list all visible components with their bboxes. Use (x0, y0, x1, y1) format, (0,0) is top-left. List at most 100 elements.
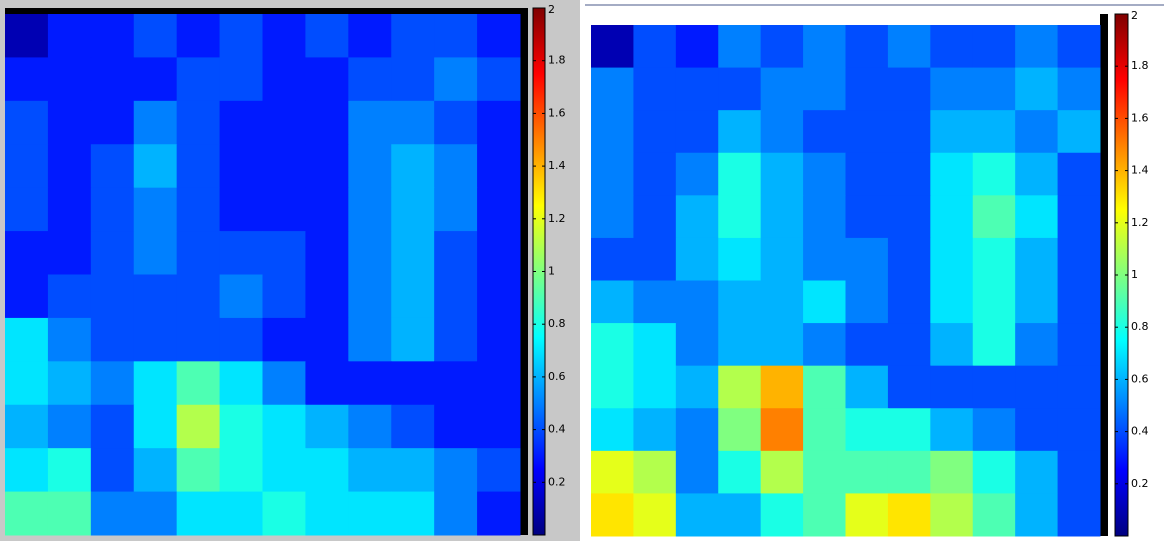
heat-cell (591, 280, 634, 324)
heat-cell (348, 361, 392, 406)
heat-cell (633, 152, 677, 196)
heat-cell (47, 361, 92, 406)
heat-cell (1015, 408, 1059, 452)
heat-cell (930, 25, 974, 69)
heat-cell (591, 110, 634, 154)
heat-cell (219, 448, 263, 493)
heat-cell (348, 404, 392, 449)
heat-cell (760, 408, 804, 452)
heat-cell (803, 408, 846, 452)
heat-cell (90, 491, 135, 536)
heat-cell (176, 448, 221, 493)
heat-cell (5, 317, 49, 362)
heat-cell (591, 67, 634, 111)
heat-cell (176, 144, 221, 189)
heat-cell (47, 14, 92, 58)
heat-cell (633, 450, 677, 494)
heat-cell (633, 67, 677, 111)
heat-cell (803, 365, 846, 409)
heat-cell (434, 317, 478, 362)
heat-cell (718, 237, 762, 281)
heat-cell (930, 110, 974, 154)
heat-cell (803, 110, 846, 154)
heat-cell (219, 404, 263, 449)
heat-cell (887, 195, 931, 239)
heat-cell (262, 100, 306, 145)
heat-cell (262, 491, 306, 536)
heat-cell (348, 14, 392, 58)
heat-cell (90, 144, 135, 189)
heat-cell (90, 317, 135, 362)
heat-cell (972, 365, 1016, 409)
heat-cell (675, 67, 719, 111)
heat-cell (47, 491, 92, 536)
heat-cell (219, 274, 263, 319)
heat-cell (391, 144, 435, 189)
heat-cell (675, 110, 719, 154)
heat-cell (477, 100, 521, 145)
heat-cell (391, 187, 435, 232)
heat-cell (591, 237, 634, 281)
heat-cell (262, 448, 306, 493)
colorbar-tick-label: 1.6 (1131, 111, 1149, 124)
heat-cell (90, 57, 135, 102)
heat-cell (718, 323, 762, 367)
heat-cell (591, 323, 634, 367)
heat-cell (434, 404, 478, 449)
black-band (520, 8, 528, 535)
heat-cell (972, 25, 1016, 69)
heat-cell (477, 317, 521, 362)
heat-cell (1015, 195, 1059, 239)
heat-cell (90, 100, 135, 145)
heat-cell (477, 187, 521, 232)
heat-cell (305, 361, 349, 406)
heat-cell (305, 317, 349, 362)
heat-cell (176, 274, 221, 319)
heat-cell (434, 100, 478, 145)
heat-cell (391, 491, 435, 536)
heat-cell (176, 404, 221, 449)
heat-cell (47, 317, 92, 362)
heat-cell (1015, 110, 1059, 154)
colorbar-tick-label: 0.6 (548, 370, 566, 383)
heat-cell (845, 25, 889, 69)
heat-cell (47, 231, 92, 275)
heat-cell (675, 493, 719, 537)
heat-cell (5, 14, 49, 58)
heat-cell (845, 323, 889, 367)
heat-cell (930, 237, 974, 281)
heat-cell (1057, 408, 1101, 452)
colorbar-tick-label: 2 (548, 3, 555, 16)
heat-cell (133, 144, 178, 189)
heat-cell (803, 493, 846, 537)
colorbar-tick-label: 1.4 (1131, 164, 1149, 177)
colorbar-tick-label: 1.8 (548, 54, 566, 67)
heat-cell (760, 323, 804, 367)
heat-cell (133, 361, 178, 406)
heat-cell (434, 361, 478, 406)
heat-cell (718, 493, 762, 537)
heat-cell (1015, 25, 1059, 69)
heat-cell (675, 408, 719, 452)
heat-cell (845, 450, 889, 494)
heat-cell (803, 152, 846, 196)
heat-cell (675, 152, 719, 196)
heat-cell (803, 280, 846, 324)
heat-cell (477, 404, 521, 449)
heat-cell (930, 493, 974, 537)
heat-cell (477, 231, 521, 275)
heat-cell (348, 100, 392, 145)
heat-cell (887, 237, 931, 281)
colorbar-tick-label: 0.2 (548, 475, 566, 488)
heat-cell (176, 14, 221, 58)
black-band (1100, 14, 1108, 536)
heat-cell (760, 237, 804, 281)
heat-cell (591, 195, 634, 239)
heat-cell (972, 152, 1016, 196)
heat-cell (1015, 493, 1059, 537)
heat-cell (972, 408, 1016, 452)
heat-cell (930, 365, 974, 409)
heat-cell (305, 231, 349, 275)
heat-cell (133, 404, 178, 449)
heat-cell (90, 187, 135, 232)
